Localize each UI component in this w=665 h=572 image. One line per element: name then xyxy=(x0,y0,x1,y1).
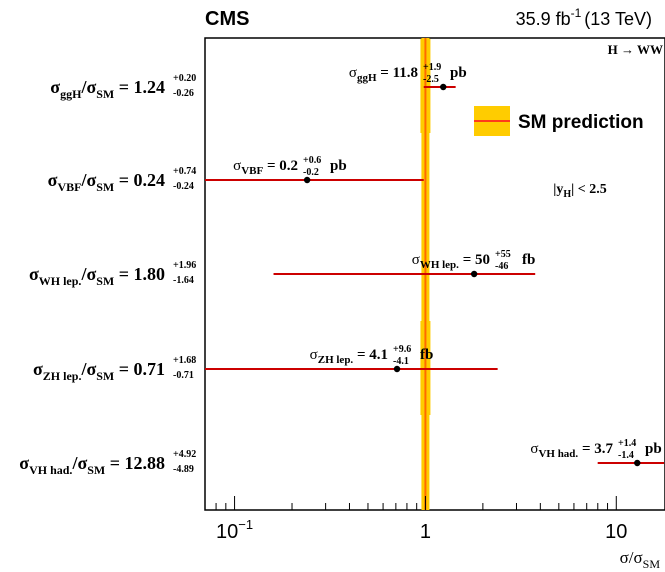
ratio-label: σWH lep./σSM = 1.80 xyxy=(29,264,165,288)
measurement-row: σWH lep./σSM = 1.80 +1.96 -1.64 σWH lep. = … xyxy=(29,249,535,288)
ratio-label: σVBF/σSM = 0.24 xyxy=(48,170,165,194)
xs-error-down: -46 xyxy=(495,261,508,272)
xs-error-up: +55 xyxy=(495,249,511,260)
channel-label: H → WW xyxy=(608,42,663,57)
plot-frame xyxy=(204,37,665,511)
luminosity-label: 35.9 fb-1 (13 TeV) xyxy=(516,6,652,29)
measurement-marker xyxy=(470,270,478,278)
ratio-error-down: -0.26 xyxy=(173,88,194,99)
xs-label: σggH = 11.8 xyxy=(349,65,418,84)
measurement-marker xyxy=(440,83,447,91)
xs-error-up: +1.4 xyxy=(618,438,636,449)
xs-error-down: -4.1 xyxy=(393,356,409,367)
measurement-marker xyxy=(393,365,401,373)
x-tick-label: 10 xyxy=(605,521,627,543)
ratio-error-up: +4.92 xyxy=(173,449,196,460)
x-axis-label: σ/σSM xyxy=(620,548,661,571)
xs-unit: pb xyxy=(645,441,662,457)
xs-label: σVBF = 0.2 xyxy=(233,158,298,177)
xs-unit: fb xyxy=(522,252,535,268)
measurement-marker xyxy=(634,459,641,467)
xs-error-up: +9.6 xyxy=(393,344,411,355)
measurement-marker xyxy=(303,176,311,184)
ratio-error-down: -4.89 xyxy=(173,464,194,475)
measurement-row: σggH/σSM = 1.24 +0.20 -0.26 σggH = 11.8 +1.9… xyxy=(50,62,466,101)
xs-label: σVH had. = 3.7 xyxy=(530,441,613,460)
xs-error-down: -1.4 xyxy=(618,450,634,461)
ratio-error-down: -1.64 xyxy=(173,275,194,286)
xs-unit: fb xyxy=(420,347,433,363)
rapidity-cut-label: |yH| < 2.5 xyxy=(553,182,606,200)
legend-label: SM prediction xyxy=(518,112,644,133)
measurement-row: σVH had./σSM = 12.88 +4.92 -4.89 σVH had. =… xyxy=(19,438,665,477)
ratio-label: σVH had./σSM = 12.88 xyxy=(19,453,165,477)
ratio-error-up: +0.74 xyxy=(173,166,196,177)
x-tick-label: 10−1 xyxy=(216,517,253,543)
legend: SM prediction xyxy=(474,106,644,136)
ratio-error-up: +0.20 xyxy=(173,73,196,84)
x-axis: 10−1 1 10 xyxy=(204,496,627,543)
measurement-row: σZH lep./σSM = 0.71 +1.68 -0.71 σZH lep. = … xyxy=(33,344,498,383)
ratio-error-down: -0.71 xyxy=(173,370,194,381)
ratio-label: σggH/σSM = 1.24 xyxy=(50,77,165,101)
ratio-error-up: +1.68 xyxy=(173,355,196,366)
measurement-row: σVBF/σSM = 0.24 +0.74 -0.24 σVBF = 0.2 +0.6-… xyxy=(48,155,424,194)
xs-error-up: +0.6 xyxy=(303,155,321,166)
ratio-error-down: -0.24 xyxy=(173,181,194,192)
xs-unit: pb xyxy=(450,65,467,81)
ratio-label: σZH lep./σSM = 0.71 xyxy=(33,359,165,383)
xs-label: σZH lep. = 4.1 xyxy=(310,347,388,366)
xs-error-down: -2.5 xyxy=(423,74,439,85)
xs-error-up: +1.9 xyxy=(423,62,441,73)
ratio-error-up: +1.96 xyxy=(173,260,196,271)
xs-label: σWH lep. = 50 xyxy=(412,252,490,271)
x-tick-label: 1 xyxy=(420,521,431,543)
experiment-label: CMS xyxy=(205,8,249,30)
measurement-rows: σggH/σSM = 1.24 +0.20 -0.26 σggH = 11.8 +1.9… xyxy=(19,62,665,477)
xs-error-down: -0.2 xyxy=(303,167,319,178)
xs-unit: pb xyxy=(330,158,347,174)
